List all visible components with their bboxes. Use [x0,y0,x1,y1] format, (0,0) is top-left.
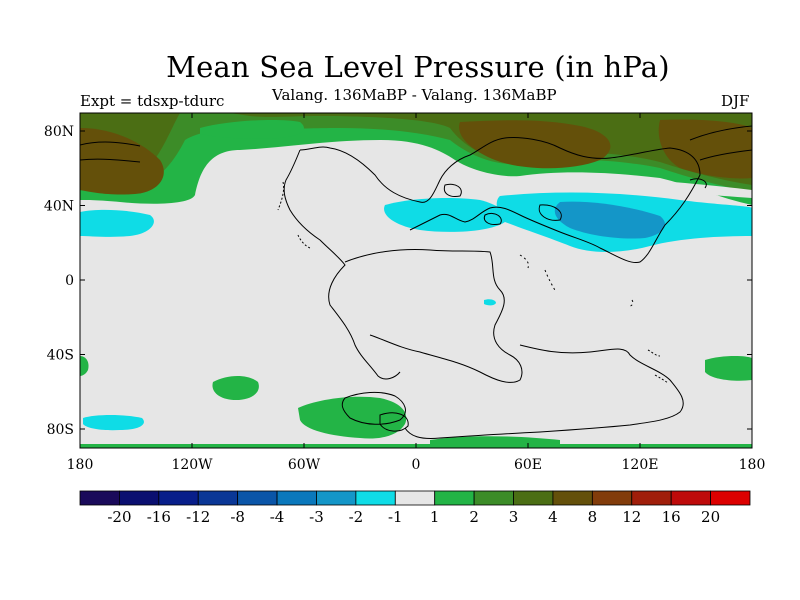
coastline-island-1 [443,183,462,197]
colorbar-swatch [355,490,396,506]
colorbar-swatch [119,490,160,506]
colorbar-label: -2 [349,508,364,526]
colorbar-swatch [158,490,199,506]
longitude-axis: 180 120W 60W 0 60E 120E 180 [67,113,766,473]
lon-tick-label: 180 [739,457,766,473]
coastline-south-1 [341,391,406,425]
colorbar-label: 3 [509,508,519,526]
high-cell-asia [459,120,611,169]
negative-patch-pacific [80,209,154,237]
colorbar-swatch [434,490,475,506]
colorbar-label: 8 [588,508,598,526]
coastline-dotted [519,254,634,307]
colorbar-swatch [197,490,239,506]
season-label: DJF [721,92,750,110]
negative-patch-tethys-west [384,197,507,232]
lon-tick-label: 120W [171,457,213,473]
coastline-south-2 [379,412,409,432]
colorbar-swatch [631,490,672,506]
coastline-northwest [80,141,141,163]
colorbar-swatch [591,490,633,506]
high-cell-east [658,119,752,179]
colorbar-label: -8 [230,508,245,526]
colorbar-label: -1 [388,508,403,526]
neutral-gap-east [600,179,752,198]
colorbar-label: -3 [309,508,324,526]
colorbar-label: 4 [548,508,558,526]
lon-tick-label: 60W [288,457,321,473]
positive-patch-south-4 [80,356,89,376]
contour-fields [80,113,752,448]
lon-tick-label: 0 [412,457,421,473]
colorbar-swatch [710,490,751,506]
lon-tick-label: 180 [67,457,94,473]
colorbar-swatch [473,490,514,506]
coastline-dotted-3 [647,349,669,384]
lon-tick-label: 120E [622,457,659,473]
negative-patch-south-pacific [83,415,144,431]
colorbar-swatch [79,490,120,506]
experiment-label: Expt = tdsxp-tdurc [80,92,225,110]
lat-tick-label: 0 [65,273,74,289]
colorbar-label: 20 [701,508,720,526]
colorbar-label: -4 [270,508,285,526]
coastline-antarctica-australia [404,344,684,439]
coastline-laurasia [299,137,701,264]
positive-patch-south-3 [705,355,752,381]
colorbar-label: -20 [107,508,131,526]
coastline-africa [344,249,523,383]
positive-patch-north-atlantic [200,120,304,139]
map-title: Mean Sea Level Pressure (in hPa) [166,50,670,84]
high-cell-north-pacific [80,128,164,195]
coastline-island-3 [538,204,562,221]
coastline-island-2 [483,212,502,225]
colorbar-swatch [552,490,593,506]
colorbar-label: 1 [430,508,440,526]
positive-patch-south-1 [212,376,259,400]
colorbar-label: 12 [622,508,641,526]
colorbar-swatch [670,490,711,506]
colorbar-swatch [316,490,357,506]
lat-tick-label: 80N [44,124,74,140]
colorbar-label: 16 [662,508,681,526]
coastlines [80,125,752,439]
latitude-axis: 80N 40N 0 40S 80S [44,124,752,438]
colorbar-swatch [237,490,278,506]
colorbar-label: 2 [469,508,479,526]
coastline-dotted-2 [277,181,311,249]
colorbar-swatch [394,490,436,506]
lon-tick-label: 60E [514,457,542,473]
lat-tick-label: 40S [47,348,74,364]
colorbar-swatch [513,490,554,506]
positive-patch-south-2 [298,396,407,439]
colorbar-swatch [276,490,317,506]
colorbar-label: -16 [147,508,171,526]
colorbar-label: -12 [186,508,210,526]
negative-core-asia [554,201,665,239]
lat-tick-label: 80S [47,422,74,438]
colorbar: -20 -16 -12 -8 -4 -3 -2 -1 1 2 3 4 8 12 16 20 [79,490,751,526]
coastline-northeast [689,125,752,189]
coastline-south-america [283,149,401,380]
lat-tick-label: 40N [44,199,74,215]
subtitle-label: Valang. 136MaBP - Valang. 136MaBP [272,86,557,104]
negative-patch-small [484,299,496,306]
